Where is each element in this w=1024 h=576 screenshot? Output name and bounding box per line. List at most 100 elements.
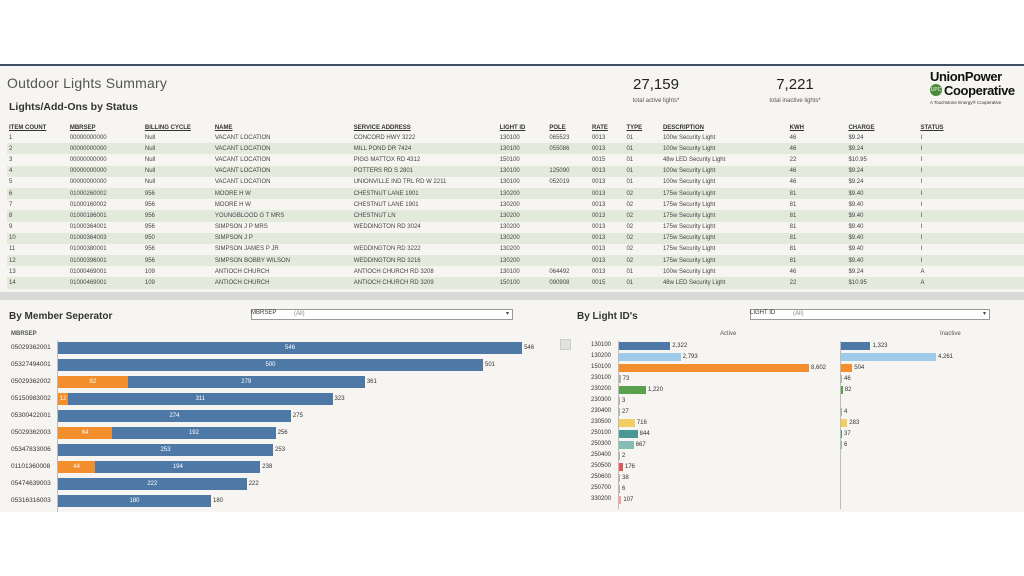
member-row-label[interactable]: 05029362001 [11, 344, 51, 351]
member-bar-active[interactable] [58, 342, 523, 354]
light-id-filter-dropdown[interactable]: LIGHT ID (All) ▾ [750, 309, 990, 320]
table-row[interactable]: 7 01000160002 956 MOORE H W CHESTNUT LANE 19… [7, 199, 1024, 211]
member-bar-active[interactable] [58, 444, 274, 456]
table-row[interactable]: 12 01000396001 956 SIMPSON BOBBY WILSON WEDD… [7, 255, 1024, 267]
light-row-label[interactable]: 130200 [591, 353, 612, 359]
mbrsep-filter-dropdown[interactable]: MBRSEP (All) ▾ [251, 309, 513, 320]
column-header[interactable]: ITEM COUNT [9, 124, 47, 131]
member-bar-inactive[interactable] [58, 427, 113, 439]
light-inactive-bar[interactable] [841, 364, 853, 372]
table-row[interactable]: 5 00000000000 Null VACANT LOCATION UNIONVILL… [7, 176, 1024, 188]
table-cell: 2 [7, 143, 68, 155]
column-header[interactable]: CHARGE [848, 124, 875, 131]
light-row-label[interactable]: 250500 [591, 463, 612, 469]
light-active-bar[interactable] [619, 463, 623, 471]
table-cell: 00000000000 [67, 165, 143, 177]
member-bar-active[interactable] [112, 427, 276, 439]
member-row-label[interactable]: 05150983002 [11, 395, 51, 402]
member-row-label[interactable]: 05327494001 [11, 361, 51, 368]
light-row-label[interactable]: 150100 [591, 364, 612, 370]
member-bar-active[interactable] [58, 410, 291, 422]
column-header[interactable]: RATE [591, 124, 608, 131]
light-active-value: 73 [622, 376, 630, 382]
member-row-label[interactable]: 05029362003 [11, 429, 51, 436]
member-row-label[interactable]: 05316316003 [11, 497, 51, 504]
light-inactive-bar[interactable] [841, 342, 871, 350]
light-row-label[interactable]: 230400 [591, 408, 612, 414]
light-active-bar[interactable] [619, 496, 622, 504]
light-row-label[interactable]: 250400 [591, 452, 612, 458]
light-active-value: 844 [639, 431, 650, 437]
table-row[interactable]: 2 00000000000 Null VACANT LOCATION MILL POND… [7, 143, 1024, 155]
light-active-bar[interactable] [619, 441, 634, 449]
table-row[interactable]: 8 01000186001 956 YOUNGBLOOD G T MRS CHESTNU… [7, 210, 1024, 222]
light-active-bar[interactable] [619, 342, 671, 350]
member-row-label[interactable]: 05300422001 [11, 412, 51, 419]
table-row[interactable]: 10 01000364003 950 SIMPSON J P 130200 0013 02 1… [7, 232, 1024, 244]
light-row-label[interactable]: 250100 [591, 430, 612, 436]
column-header[interactable]: MBRSEP [69, 124, 96, 131]
member-bar-active[interactable] [68, 393, 333, 405]
table-row[interactable]: 1 00000000000 Null VACANT LOCATION CONCORD H… [7, 132, 1024, 144]
light-active-bar[interactable] [619, 419, 635, 427]
member-bar-active[interactable] [58, 359, 483, 371]
light-inactive-bar[interactable] [841, 419, 848, 427]
light-inactive-bar[interactable] [841, 353, 936, 361]
light-id-filter-label: LIGHT ID [750, 310, 776, 316]
column-header[interactable]: BILLING CYCLE [144, 124, 191, 131]
light-inactive-bar[interactable] [841, 408, 842, 416]
column-header[interactable]: LIGHT ID [499, 124, 526, 131]
column-header[interactable]: TYPE [626, 124, 643, 131]
light-row-label[interactable]: 250700 [591, 485, 612, 491]
table-row[interactable]: 6 01000260002 956 MOORE H W CHESTNUT LANE 19… [7, 187, 1024, 200]
light-inactive-bar[interactable] [841, 386, 843, 394]
light-row-label[interactable]: 250300 [591, 441, 612, 447]
table-row[interactable]: 11 01000380001 956 SIMPSON JAMES P JR WEDDIN… [7, 243, 1024, 256]
light-active-bar[interactable] [619, 375, 621, 383]
light-row-label[interactable]: 230300 [591, 397, 612, 403]
light-active-bar[interactable] [619, 408, 620, 416]
member-bar-active[interactable] [58, 478, 247, 490]
member-row-label[interactable]: 05029362002 [11, 378, 51, 385]
column-header[interactable]: STATUS [920, 124, 944, 131]
table-row[interactable]: 4 00000000000 Null VACANT LOCATION POTTERS R… [7, 165, 1024, 177]
light-active-bar[interactable] [619, 353, 681, 361]
table-row[interactable]: 3 00000000000 Null VACANT LOCATION PIGG MATT… [7, 154, 1024, 166]
member-bar-active[interactable] [127, 376, 365, 388]
light-active-bar[interactable] [619, 397, 620, 405]
member-row-label[interactable]: 01101360008 [11, 463, 51, 470]
light-active-bar[interactable] [619, 474, 620, 482]
table-cell: 01000186001 [67, 210, 143, 222]
light-inactive-bar[interactable] [841, 375, 843, 383]
column-header[interactable]: KWH [789, 124, 805, 131]
light-active-bar[interactable] [619, 386, 646, 394]
member-bar-active[interactable] [58, 495, 211, 507]
light-row-label[interactable]: 330200 [591, 496, 612, 502]
member-bar-inactive[interactable] [58, 461, 96, 473]
member-row-label[interactable]: 05347833006 [11, 446, 51, 453]
light-row-label[interactable]: 230200 [591, 386, 612, 392]
member-bar-inactive[interactable] [58, 393, 69, 405]
table-row[interactable]: 14 01000469001 109 ANTIOCH CHURCH ANTIOCH CH… [7, 277, 1024, 289]
member-bar-active[interactable] [95, 461, 261, 473]
light-active-bar[interactable] [619, 485, 620, 493]
member-row-label[interactable]: 05474639003 [11, 480, 51, 487]
light-inactive-bar[interactable] [841, 441, 842, 449]
table-row[interactable]: 13 01000469001 109 ANTIOCH CHURCH ANTIOCH CH… [7, 266, 1024, 278]
column-header[interactable]: NAME [214, 124, 233, 131]
column-header[interactable]: SERVICE ADDRESS [353, 124, 411, 131]
column-header[interactable]: POLE [549, 124, 566, 131]
legend-toggle-icon[interactable] [560, 339, 571, 350]
table-row[interactable]: 9 01000364001 956 SIMPSON J P MRS WEDDINGTON… [7, 221, 1024, 233]
light-row-label[interactable]: 130100 [591, 342, 612, 348]
light-row-label[interactable]: 230500 [591, 419, 612, 425]
light-active-bar[interactable] [619, 452, 620, 460]
table-horizontal-scrollbar[interactable] [0, 292, 1024, 300]
light-row-label[interactable]: 250600 [591, 474, 612, 480]
light-inactive-bar[interactable] [841, 430, 842, 438]
member-bar-inactive[interactable] [58, 376, 128, 388]
light-row-label[interactable]: 230100 [591, 375, 612, 381]
light-active-bar[interactable] [619, 364, 809, 372]
light-active-bar[interactable] [619, 430, 638, 438]
column-header[interactable]: DESCRIPTION [662, 124, 704, 131]
